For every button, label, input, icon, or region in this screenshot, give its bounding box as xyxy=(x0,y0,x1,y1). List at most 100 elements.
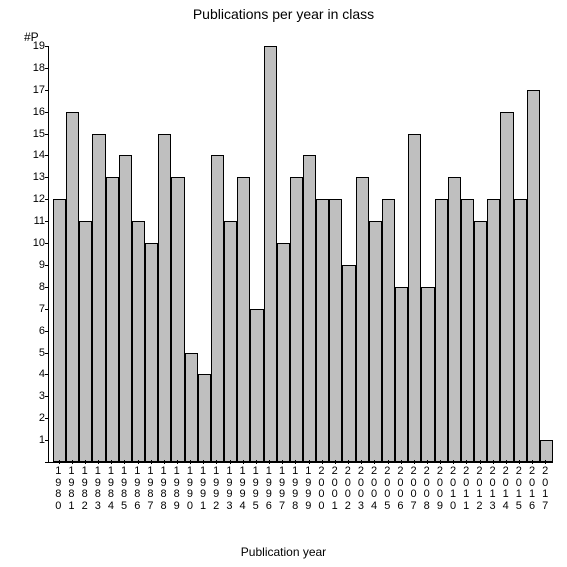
bar xyxy=(474,221,487,462)
x-tick-label: 2008 xyxy=(420,466,433,512)
chart-container: Publications per year in class #P 123456… xyxy=(0,0,567,567)
x-tick-mark xyxy=(151,460,152,464)
x-tick-mark xyxy=(216,460,217,464)
x-tick-label: 2009 xyxy=(434,466,447,512)
x-tick-mark xyxy=(111,460,112,464)
x-tick-label: 1989 xyxy=(170,466,183,512)
bar xyxy=(119,155,132,462)
x-tick-label: 2006 xyxy=(394,466,407,512)
bar xyxy=(211,155,224,462)
x-tick-mark xyxy=(269,460,270,464)
y-tick-label: 18 xyxy=(33,62,49,74)
x-tick-label: 1992 xyxy=(210,466,223,512)
x-tick-mark xyxy=(374,460,375,464)
bar xyxy=(421,287,434,462)
x-tick-label: 2014 xyxy=(499,466,512,512)
bar xyxy=(540,440,553,462)
bar xyxy=(500,112,513,462)
bar xyxy=(461,199,474,462)
bar xyxy=(171,177,184,462)
x-tick-label: 2000 xyxy=(315,466,328,512)
bar xyxy=(356,177,369,462)
bar xyxy=(316,199,329,462)
x-tick-mark xyxy=(230,460,231,464)
y-tick-label: 3 xyxy=(39,390,49,402)
y-tick-label: 1 xyxy=(39,434,49,446)
bar xyxy=(514,199,527,462)
x-tick-label: 1996 xyxy=(263,466,276,512)
x-tick-label: 1985 xyxy=(118,466,131,512)
y-tick-label: 6 xyxy=(39,325,49,337)
x-tick-mark xyxy=(177,460,178,464)
bar xyxy=(329,199,342,462)
bar xyxy=(145,243,158,462)
x-tick-mark xyxy=(309,460,310,464)
x-tick-label: 1999 xyxy=(302,466,315,512)
x-tick-mark xyxy=(493,460,494,464)
x-tick-mark xyxy=(203,460,204,464)
x-tick-mark xyxy=(401,460,402,464)
bar xyxy=(132,221,145,462)
bar xyxy=(408,134,421,462)
x-tick-label: 2005 xyxy=(381,466,394,512)
x-tick-label: 1984 xyxy=(105,466,118,512)
bar xyxy=(185,353,198,462)
bar xyxy=(198,374,211,462)
x-tick-label: 1980 xyxy=(52,466,65,512)
x-tick-mark xyxy=(138,460,139,464)
x-tick-mark xyxy=(466,460,467,464)
x-tick-mark xyxy=(124,460,125,464)
x-tick-mark xyxy=(388,460,389,464)
x-tick-label: 1987 xyxy=(144,466,157,512)
y-tick-label: 7 xyxy=(39,303,49,315)
y-tick-label: 4 xyxy=(39,368,49,380)
x-tick-label: 2012 xyxy=(473,466,486,512)
x-tick-mark xyxy=(243,460,244,464)
x-tick-label: 2011 xyxy=(460,466,473,512)
x-tick-mark xyxy=(532,460,533,464)
x-tick-mark xyxy=(322,460,323,464)
x-tick-label: 2015 xyxy=(513,466,526,512)
x-tick-label: 2013 xyxy=(486,466,499,512)
bar xyxy=(224,221,237,462)
x-tick-mark xyxy=(59,460,60,464)
y-tick-label: 12 xyxy=(33,193,49,205)
bar xyxy=(527,90,540,462)
x-tick-mark xyxy=(506,460,507,464)
y-tick-label: 13 xyxy=(33,171,49,183)
x-tick-mark xyxy=(72,460,73,464)
y-tick-mark xyxy=(45,462,49,463)
y-tick-label: 16 xyxy=(33,106,49,118)
y-tick-label: 11 xyxy=(34,215,49,227)
x-tick-label: 1998 xyxy=(289,466,302,512)
x-tick-mark xyxy=(440,460,441,464)
x-tick-label: 2003 xyxy=(355,466,368,512)
x-tick-label: 2002 xyxy=(341,466,354,512)
x-tick-mark xyxy=(85,460,86,464)
y-tick-label: 2 xyxy=(39,412,49,424)
y-tick-label: 5 xyxy=(39,347,49,359)
bar xyxy=(79,221,92,462)
x-tick-label: 1994 xyxy=(236,466,249,512)
chart-title: Publications per year in class xyxy=(0,6,567,22)
x-tick-mark xyxy=(190,460,191,464)
x-tick-mark xyxy=(295,460,296,464)
x-tick-mark xyxy=(427,460,428,464)
x-tick-mark xyxy=(519,460,520,464)
bar xyxy=(435,199,448,462)
x-tick-label: 1995 xyxy=(249,466,262,512)
x-labels-group: 1980198119821983198419851986198719881989… xyxy=(48,464,552,534)
bar xyxy=(395,287,408,462)
x-tick-mark xyxy=(453,460,454,464)
x-tick-mark xyxy=(282,460,283,464)
bar xyxy=(53,199,66,462)
x-tick-label: 1991 xyxy=(197,466,210,512)
y-tick-label: 8 xyxy=(39,281,49,293)
x-tick-label: 1990 xyxy=(184,466,197,512)
x-tick-mark xyxy=(164,460,165,464)
x-axis-title: Publication year xyxy=(0,545,567,559)
bars-group xyxy=(49,46,553,462)
bar xyxy=(448,177,461,462)
y-tick-label: 19 xyxy=(33,40,49,52)
y-tick-label: 9 xyxy=(39,259,49,271)
